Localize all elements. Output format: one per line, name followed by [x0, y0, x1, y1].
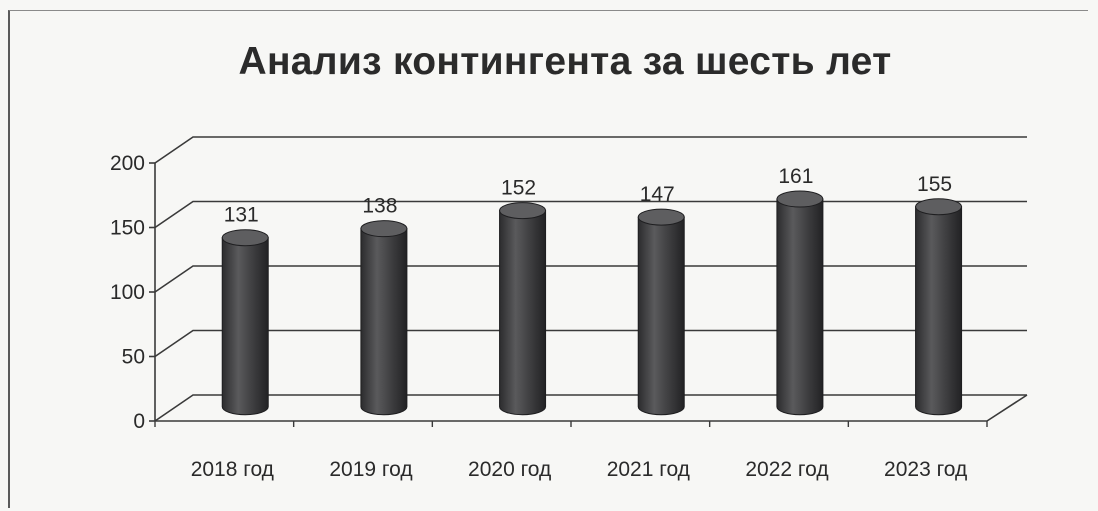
x-category-label: 2023 год — [884, 458, 967, 481]
bar-cylinder — [637, 216, 685, 416]
chart-frame — [8, 10, 1088, 508]
y-tick-label: 100 — [110, 281, 145, 304]
x-category-label: 2021 год — [607, 458, 690, 481]
bar-cylinder — [221, 237, 269, 416]
bar-cylinder — [776, 198, 824, 416]
bar-cylinder-top — [915, 198, 963, 216]
x-category-label: 2020 год — [468, 458, 551, 481]
bar-cylinder-top — [221, 229, 269, 247]
gridline — [154, 329, 1027, 358]
gridline — [154, 136, 1027, 164]
x-category-label: 2018 год — [191, 458, 274, 481]
bar-cylinder — [499, 210, 547, 416]
y-tick-label: 200 — [110, 152, 145, 175]
y-tick-label: 150 — [110, 217, 145, 240]
x-category-label: 2019 год — [329, 458, 412, 481]
bar-cylinder-top — [360, 220, 408, 238]
x-axis-floor — [155, 394, 1028, 422]
data-label: 131 — [224, 204, 259, 227]
chart-title: Анализ контингента за шесть лет — [238, 40, 892, 83]
data-label: 152 — [501, 177, 536, 200]
gridline — [154, 394, 1027, 422]
bar-cylinder-top — [637, 208, 685, 226]
y-tick-label: 0 — [133, 410, 145, 433]
gridline — [154, 200, 1027, 229]
data-label: 155 — [917, 173, 952, 196]
x-category-label: 2022 год — [745, 458, 828, 481]
bar-cylinder-top — [499, 202, 547, 220]
gridline — [154, 265, 1027, 293]
bar-cylinder — [360, 228, 408, 416]
data-label: 138 — [362, 195, 397, 218]
y-tick-label: 50 — [122, 346, 145, 369]
bar-cylinder — [915, 206, 963, 416]
data-label: 147 — [640, 183, 675, 206]
data-label: 161 — [778, 165, 813, 188]
bar-cylinder-top — [776, 190, 824, 208]
